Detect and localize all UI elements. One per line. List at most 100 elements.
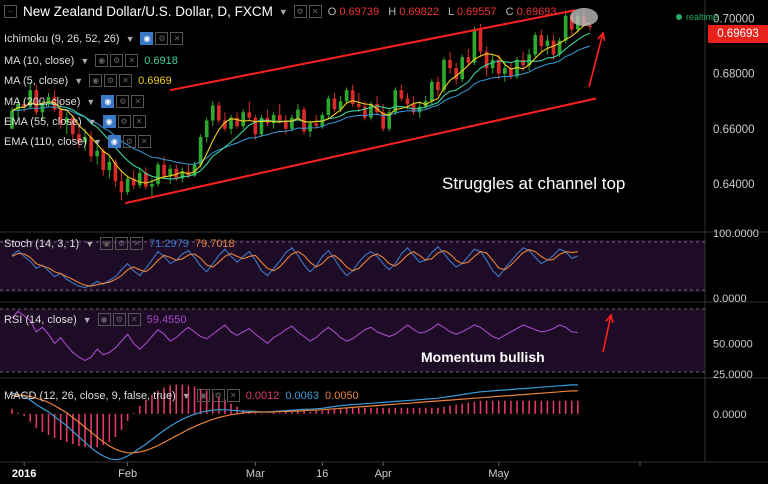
candle-body — [210, 105, 215, 121]
candle-body — [223, 120, 227, 129]
candle-body — [417, 106, 422, 113]
candle-body — [588, 25, 592, 28]
close-icon[interactable]: ✕ — [130, 237, 144, 250]
close-icon[interactable]: ✕ — [125, 54, 139, 67]
macd-hist-bar — [339, 407, 342, 414]
macd-hist-bar — [169, 385, 171, 414]
x-tick-label: Apr — [375, 468, 392, 480]
chevron-down-icon[interactable]: ▼ — [278, 6, 288, 17]
settings-icon[interactable]: ⚙ — [115, 237, 129, 250]
eye-icon[interactable]: ◉ — [196, 389, 210, 402]
title-tools: ⚙ ✕ — [293, 5, 322, 18]
chevron-down-icon[interactable]: ▼ — [80, 55, 90, 66]
close-icon[interactable]: ✕ — [132, 115, 146, 128]
candle-body — [326, 98, 331, 115]
legend-ema110[interactable]: EMA (110, close) ▼ ◉ ⚙ ✕ — [4, 135, 151, 148]
chevron-down-icon[interactable]: ▼ — [87, 116, 97, 127]
legend-ema55[interactable]: EMA (55, close) ▼ ◉ ⚙ ✕ — [4, 115, 146, 128]
candle-body — [144, 172, 148, 187]
macd-hist-bar — [406, 407, 409, 414]
candle-body — [350, 90, 355, 104]
eye-icon[interactable]: ◉ — [97, 313, 111, 326]
macd-hist-bar — [424, 407, 427, 414]
candle-body — [314, 123, 319, 127]
candle-body — [296, 109, 300, 118]
collapse-icon[interactable]: – — [4, 5, 17, 18]
macd-hist-bar — [17, 412, 19, 414]
top-highlight-ellipse — [570, 8, 598, 26]
macd-hist-bar — [230, 403, 232, 414]
candle-body — [198, 137, 203, 165]
chevron-down-icon[interactable]: ▼ — [125, 33, 135, 44]
legend-stoch[interactable]: Stoch (14, 3, 1) ▼ ◉ ⚙ ✕ 71.2979 79.7018 — [4, 237, 235, 250]
macd-hist-bar — [187, 385, 190, 414]
macd-hist-bar — [321, 410, 324, 414]
settings-icon[interactable]: ⚙ — [211, 389, 225, 402]
eye-icon[interactable]: ◉ — [140, 32, 154, 45]
macd-hist-bar — [455, 404, 457, 414]
chevron-down-icon[interactable]: ▼ — [85, 238, 95, 249]
close-icon[interactable]: ✕ — [308, 5, 322, 18]
candle-body — [119, 181, 124, 193]
close-icon[interactable]: ✕ — [137, 135, 151, 148]
macd-signal-line — [11, 390, 578, 454]
settings-icon[interactable]: ⚙ — [117, 115, 131, 128]
macd-hist-bar — [65, 413, 68, 443]
legend-ichimoku[interactable]: Ichimoku (9, 26, 52, 26) ▼ ◉ ⚙ ✕ — [4, 32, 184, 45]
settings-icon[interactable]: ⚙ — [104, 74, 118, 87]
candle-body — [460, 57, 465, 80]
candle-body — [162, 164, 166, 176]
close-icon[interactable]: ✕ — [119, 74, 133, 87]
eye-icon[interactable]: ◉ — [100, 237, 114, 250]
settings-icon[interactable]: ⚙ — [112, 313, 126, 326]
chevron-down-icon[interactable]: ▼ — [86, 96, 96, 107]
legend-ma10[interactable]: MA (10, close) ▼ ◉ ⚙ ✕ 0.6918 — [4, 54, 178, 67]
macd-hist-bar — [570, 400, 573, 414]
chevron-down-icon[interactable]: ▼ — [82, 314, 92, 325]
settings-icon[interactable]: ⚙ — [122, 135, 136, 148]
macd-hist-bar — [41, 413, 44, 432]
settings-icon[interactable]: ⚙ — [110, 54, 124, 67]
symbol-title[interactable]: New Zealand Dollar/U.S. Dollar, D, FXCM — [23, 4, 273, 19]
ma5-line — [11, 22, 591, 184]
legend-macd[interactable]: MACD (12, 26, close, 9, false, true) ▼ ◉ ⚙… — [4, 389, 359, 402]
candle-body — [551, 40, 556, 55]
macd-hist-bar — [175, 384, 178, 414]
settings-icon[interactable]: ⚙ — [293, 5, 307, 18]
stoch-k-value: 71.2979 — [149, 237, 189, 250]
candle-body — [283, 120, 288, 129]
macd-hist-bar — [437, 407, 439, 414]
close-icon[interactable]: ✕ — [127, 313, 141, 326]
chevron-down-icon[interactable]: ▼ — [181, 390, 191, 401]
rsi-tick-label: 25.0000 — [713, 369, 753, 381]
candle-body — [241, 112, 246, 127]
candle-body — [509, 68, 513, 77]
legend-rsi[interactable]: RSI (14, close) ▼ ◉ ⚙ ✕ 59.4550 — [4, 313, 187, 326]
candle-body — [466, 57, 471, 63]
macd-hist-bar — [303, 410, 305, 414]
close-icon[interactable]: ✕ — [170, 32, 184, 45]
candle-body — [113, 161, 118, 182]
chevron-down-icon[interactable]: ▼ — [92, 136, 102, 147]
macd-hist-bar — [72, 413, 74, 445]
macd-hist-bar — [138, 405, 141, 414]
eye-icon[interactable]: ◉ — [101, 95, 115, 108]
eye-icon[interactable]: ◉ — [89, 74, 103, 87]
eye-icon[interactable]: ◉ — [102, 115, 116, 128]
candle-body — [363, 106, 367, 118]
close-icon[interactable]: ✕ — [131, 95, 145, 108]
candle-body — [545, 40, 550, 47]
candle-body — [46, 97, 51, 104]
settings-icon[interactable]: ⚙ — [155, 32, 169, 45]
candle-body — [168, 168, 173, 176]
legend-ma5[interactable]: MA (5, close) ▼ ◉ ⚙ ✕ 0.6969 — [4, 74, 172, 87]
candle-body — [436, 81, 440, 91]
price-tick-label: 0.70000 — [713, 14, 755, 26]
eye-icon[interactable]: ◉ — [95, 54, 109, 67]
eye-icon[interactable]: ◉ — [107, 135, 121, 148]
legend-ma200[interactable]: MA (200, close) ▼ ◉ ⚙ ✕ — [4, 95, 145, 108]
macd-hist-bar — [431, 407, 433, 414]
settings-icon[interactable]: ⚙ — [116, 95, 130, 108]
close-icon[interactable]: ✕ — [226, 389, 240, 402]
chevron-down-icon[interactable]: ▼ — [74, 75, 84, 86]
